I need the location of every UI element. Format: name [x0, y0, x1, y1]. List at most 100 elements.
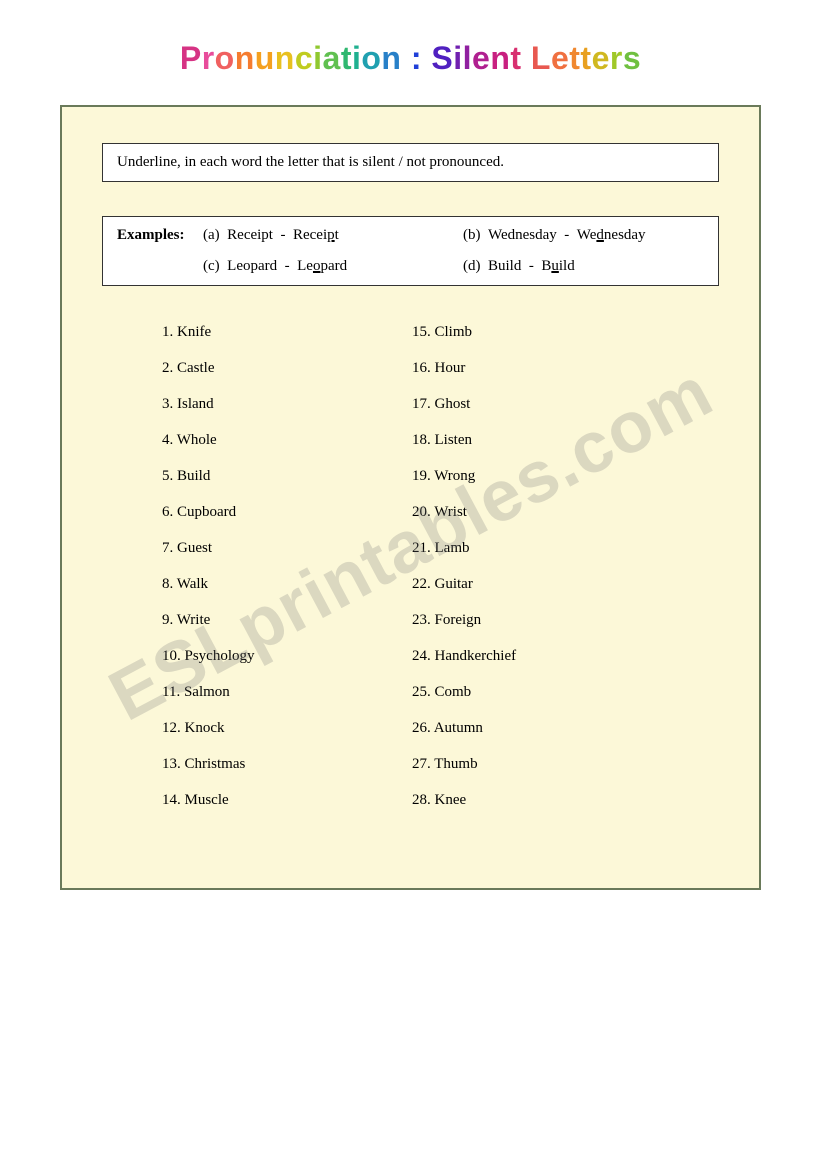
- title-char: t: [341, 40, 352, 76]
- word-text: Guitar: [435, 576, 473, 592]
- example-answer-pre: B: [541, 258, 551, 274]
- word-text: Guest: [177, 540, 212, 556]
- title-char: S: [431, 40, 453, 76]
- silent-letter: u: [551, 258, 559, 274]
- word-number: 16.: [412, 360, 435, 376]
- word-number: 20.: [412, 504, 434, 520]
- example-dash: -: [521, 258, 541, 274]
- word-number: 23.: [412, 612, 435, 628]
- word-item: 22. Guitar: [412, 576, 662, 593]
- example-answer-pre: Le: [297, 258, 313, 274]
- title-char: n: [275, 40, 295, 76]
- title-char: e: [592, 40, 610, 76]
- page-title: Pronunciation : Silent Letters: [60, 40, 761, 77]
- word-text: Wrong: [434, 468, 475, 484]
- title-char: a: [323, 40, 341, 76]
- word-text: Salmon: [184, 684, 230, 700]
- word-text: Knife: [177, 324, 211, 340]
- example-answer: Wednesday: [577, 227, 646, 243]
- title-char: t: [580, 40, 591, 76]
- word-item: 7. Guest: [162, 540, 412, 557]
- word-item: 12. Knock: [162, 720, 412, 737]
- example-plain: Receipt: [227, 227, 273, 243]
- word-item: 20. Wrist: [412, 504, 662, 521]
- title-char: n: [235, 40, 255, 76]
- word-item: 10. Psychology: [162, 648, 412, 665]
- word-number: 12.: [162, 720, 185, 736]
- worksheet-box: ESLprintables.com Underline, in each wor…: [60, 105, 761, 890]
- word-item: 13. Christmas: [162, 756, 412, 773]
- word-number: 14.: [162, 792, 185, 808]
- word-text: Thumb: [434, 756, 477, 772]
- word-item: 19. Wrong: [412, 468, 662, 485]
- word-text: Whole: [177, 432, 217, 448]
- example-answer-post: ild: [559, 258, 575, 274]
- word-number: 17.: [412, 396, 435, 412]
- word-item: 1. Knife: [162, 324, 412, 341]
- word-number: 19.: [412, 468, 434, 484]
- example-tag: (a): [203, 227, 227, 243]
- title-char: L: [531, 40, 551, 76]
- word-columns: 1. Knife 2. Castle 3. Island 4. Whole 5. Bui…: [92, 324, 729, 828]
- word-text: Write: [177, 612, 211, 628]
- word-text: Hour: [435, 360, 466, 376]
- word-item: 2. Castle: [162, 360, 412, 377]
- example-answer-pre: We: [577, 227, 597, 243]
- word-number: 8.: [162, 576, 177, 592]
- word-item: 23. Foreign: [412, 612, 662, 629]
- title-char: :: [411, 40, 422, 76]
- example-cell: (a) Receipt - Receipt: [203, 227, 463, 244]
- word-text: Castle: [177, 360, 215, 376]
- title-char: [522, 40, 531, 76]
- title-char: P: [180, 40, 202, 76]
- example-cell: (d) Build - Build: [463, 258, 704, 275]
- title-char: n: [490, 40, 510, 76]
- title-char: s: [623, 40, 641, 76]
- word-item: 27. Thumb: [412, 756, 662, 773]
- word-item: 9. Write: [162, 612, 412, 629]
- word-text: Walk: [177, 576, 208, 592]
- word-text: Knee: [435, 792, 467, 808]
- title-char: e: [472, 40, 490, 76]
- word-number: 18.: [412, 432, 435, 448]
- word-item: 28. Knee: [412, 792, 662, 809]
- example-answer-post: nesday: [604, 227, 646, 243]
- title-char: o: [215, 40, 235, 76]
- word-item: 16. Hour: [412, 360, 662, 377]
- word-number: 25.: [412, 684, 435, 700]
- word-number: 7.: [162, 540, 177, 556]
- word-item: 26. Autumn: [412, 720, 662, 737]
- word-item: 18. Listen: [412, 432, 662, 449]
- title-char: c: [295, 40, 313, 76]
- examples-box: Examples:(a) Receipt - Receipt(b) Wednes…: [102, 216, 719, 286]
- word-number: 21.: [412, 540, 435, 556]
- example-tag: (b): [463, 227, 488, 243]
- word-number: 3.: [162, 396, 177, 412]
- example-dash: -: [277, 258, 297, 274]
- example-dash: -: [557, 227, 577, 243]
- word-text: Climb: [435, 324, 473, 340]
- example-plain: Wednesday: [488, 227, 557, 243]
- word-number: 4.: [162, 432, 177, 448]
- word-text: Autumn: [434, 720, 483, 736]
- word-number: 2.: [162, 360, 177, 376]
- word-number: 22.: [412, 576, 435, 592]
- word-item: 14. Muscle: [162, 792, 412, 809]
- word-number: 28.: [412, 792, 435, 808]
- title-char: [422, 40, 431, 76]
- word-text: Ghost: [435, 396, 471, 412]
- word-text: Cupboard: [177, 504, 236, 520]
- title-char: n: [381, 40, 401, 76]
- word-text: Island: [177, 396, 214, 412]
- example-cell: (b) Wednesday - Wednesday: [463, 227, 704, 244]
- word-item: 15. Climb: [412, 324, 662, 341]
- title-char: i: [352, 40, 361, 76]
- word-text: Comb: [435, 684, 472, 700]
- title-char: u: [255, 40, 275, 76]
- title-char: t: [510, 40, 521, 76]
- example-tag: (d): [463, 258, 488, 274]
- word-item: 5. Build: [162, 468, 412, 485]
- title-char: r: [202, 40, 215, 76]
- examples-label: [117, 258, 203, 275]
- word-number: 6.: [162, 504, 177, 520]
